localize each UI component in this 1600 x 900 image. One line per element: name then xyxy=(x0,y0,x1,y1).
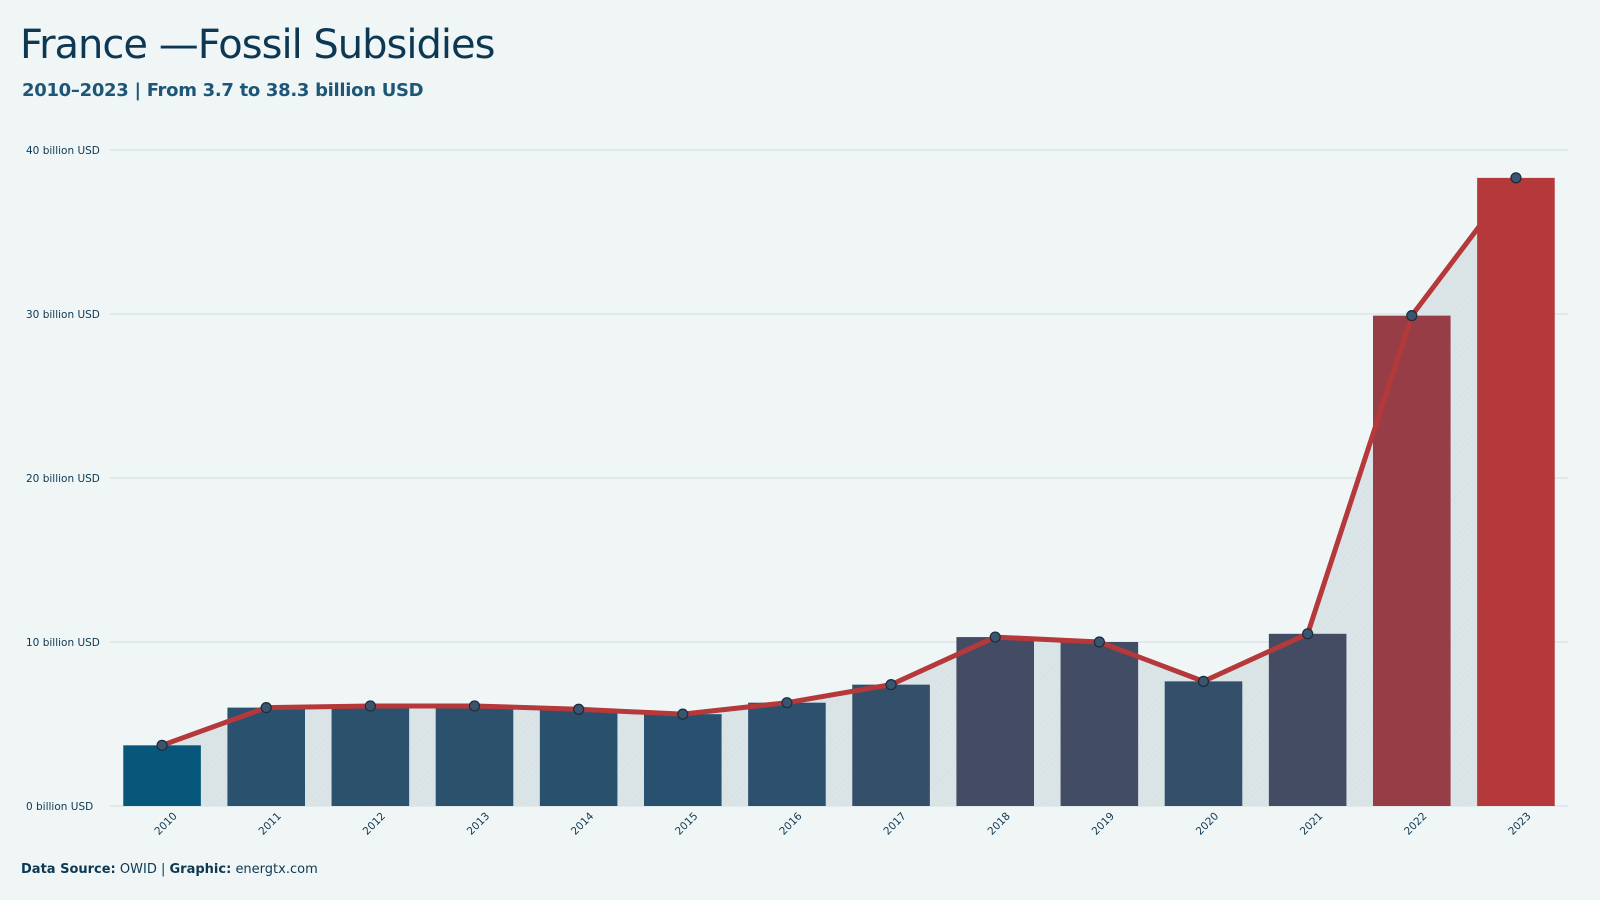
y-tick-label: 10 billion USD xyxy=(26,637,100,649)
x-axis-labels: 2010 2011 2012 2013 2014 2015 2016 2017 2018 2019… xyxy=(152,810,1533,838)
point-2012 xyxy=(364,700,376,712)
chart-subtitle: 2010–2023 | From 3.7 to 38.3 billion USD xyxy=(22,80,424,101)
bar-2023 xyxy=(1477,177,1555,806)
bar-layer xyxy=(123,177,1555,806)
x-tick-label: 2018 xyxy=(986,810,1013,837)
bar-2017 xyxy=(852,684,930,806)
point-2015 xyxy=(677,708,689,720)
y-axis-labels: 0 billion USD 10 billion USD 20 billion US… xyxy=(26,145,100,813)
point-2020 xyxy=(1197,675,1210,687)
point-2014 xyxy=(573,703,585,715)
x-tick-label: 2023 xyxy=(1506,810,1533,837)
bar-2014 xyxy=(539,709,618,806)
bar-2013 xyxy=(435,705,514,806)
bar-2021 xyxy=(1268,633,1347,806)
point-2022 xyxy=(1406,310,1418,322)
x-tick-label: 2022 xyxy=(1402,810,1429,837)
bar-2016 xyxy=(748,702,826,806)
point-2017 xyxy=(885,679,897,691)
y-tick-label: 40 billion USD xyxy=(26,145,100,157)
footer-separator: | xyxy=(160,862,166,877)
x-tick-label: 2016 xyxy=(777,810,805,838)
line-layer xyxy=(159,175,1519,748)
x-tick-label: 2020 xyxy=(1194,810,1221,837)
point-2018 xyxy=(989,631,1001,643)
bar-2012 xyxy=(331,705,410,806)
chart-title: France —Fossil Subsidies xyxy=(20,22,495,68)
x-tick-label: 2021 xyxy=(1298,810,1325,837)
point-2013 xyxy=(468,700,481,712)
source-label: Data Source: xyxy=(21,862,116,877)
marker-layer xyxy=(156,172,1522,751)
x-tick-label: 2012 xyxy=(361,810,388,837)
graphic-label: Graphic: xyxy=(169,862,232,877)
x-tick-label: 2014 xyxy=(569,810,597,838)
y-tick-label: 30 billion USD xyxy=(26,309,100,321)
point-2016 xyxy=(781,697,793,709)
x-tick-label: 2011 xyxy=(257,810,284,837)
x-tick-label: 2015 xyxy=(673,810,700,837)
bar-2011 xyxy=(227,707,306,806)
subsidy-line xyxy=(159,175,1519,748)
bar-2015 xyxy=(643,714,722,806)
point-2010 xyxy=(156,739,168,751)
bar-2022 xyxy=(1372,315,1451,806)
x-tick-label: 2017 xyxy=(881,810,908,837)
bar-2018 xyxy=(956,637,1035,806)
x-tick-label: 2013 xyxy=(465,810,492,837)
graphic-value: energtx.com xyxy=(235,862,318,877)
point-2011 xyxy=(260,701,272,714)
x-tick-label: 2010 xyxy=(152,810,179,837)
point-2021 xyxy=(1302,628,1314,640)
bar-2020 xyxy=(1164,681,1243,806)
source-value: OWID xyxy=(119,862,157,877)
x-tick-label: 2019 xyxy=(1090,810,1117,837)
y-tick-label: 0 billion USD xyxy=(26,801,93,813)
point-2023 xyxy=(1510,172,1522,184)
bar-2010 xyxy=(123,745,201,806)
bar-2019 xyxy=(1060,642,1139,806)
y-tick-label: 20 billion USD xyxy=(26,473,100,485)
chart-footer: Data Source: OWID | Graphic: energtx.com xyxy=(21,862,318,877)
point-2019 xyxy=(1093,636,1105,648)
